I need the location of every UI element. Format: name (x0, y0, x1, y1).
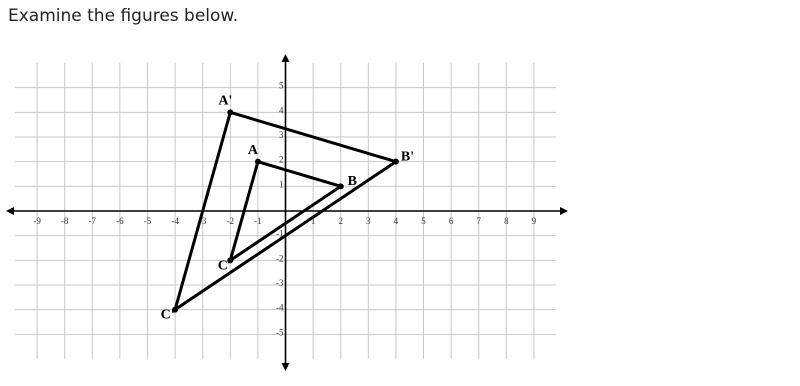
triangle (227, 159, 345, 264)
y-tick-label: -2 (276, 253, 284, 263)
x-tick-label: 5 (421, 216, 426, 226)
x-tick-label: 8 (504, 216, 509, 226)
vertex-label: B (348, 174, 357, 189)
vertex-label: A (248, 143, 259, 158)
x-tick-label: 7 (476, 216, 481, 226)
vertex (254, 158, 261, 165)
vertex (227, 109, 234, 116)
y-tick-label: 4 (279, 105, 284, 115)
vertex-label: C (218, 258, 228, 273)
y-tick-label: -1 (276, 229, 284, 239)
x-tick-label: 6 (449, 216, 454, 226)
y-tick-label: 1 (279, 179, 284, 189)
triangle (172, 110, 400, 314)
x-tick-label: 3 (366, 216, 371, 226)
x-tick-label: 4 (394, 216, 399, 226)
x-tick-label: 2 (338, 216, 343, 226)
x-tick-label: -5 (144, 216, 152, 226)
y-tick-label: 2 (279, 155, 284, 165)
vertex (392, 158, 399, 165)
y-tick-label: 3 (279, 130, 284, 140)
y-tick-label: 5 (279, 81, 284, 91)
x-tick-label: -4 (171, 216, 179, 226)
axis-arrow (6, 54, 568, 371)
x-tick-label: 9 (532, 216, 537, 226)
x-tick-label: -7 (89, 216, 97, 226)
vertex-label: A' (218, 93, 232, 108)
x-tick-label: -6 (116, 216, 124, 226)
x-tick-label: -8 (61, 216, 69, 226)
y-tick-label: -5 (276, 327, 284, 337)
x-tick-label: 1 (311, 216, 316, 226)
x-tick-label: -9 (33, 216, 41, 226)
y-tick-label: -3 (276, 278, 284, 288)
vertex (227, 257, 234, 264)
vertex (337, 183, 344, 190)
y-tick-label: -4 (276, 303, 284, 313)
vertex-label: C' (161, 308, 175, 323)
x-tick-label: -3 (199, 216, 207, 226)
prompt: Examine the figures below. (8, 6, 239, 26)
x-tick-label: -1 (254, 216, 262, 226)
vertex-label: B' (401, 149, 414, 164)
vertex (172, 306, 179, 313)
x-tick-label: -2 (227, 216, 235, 226)
